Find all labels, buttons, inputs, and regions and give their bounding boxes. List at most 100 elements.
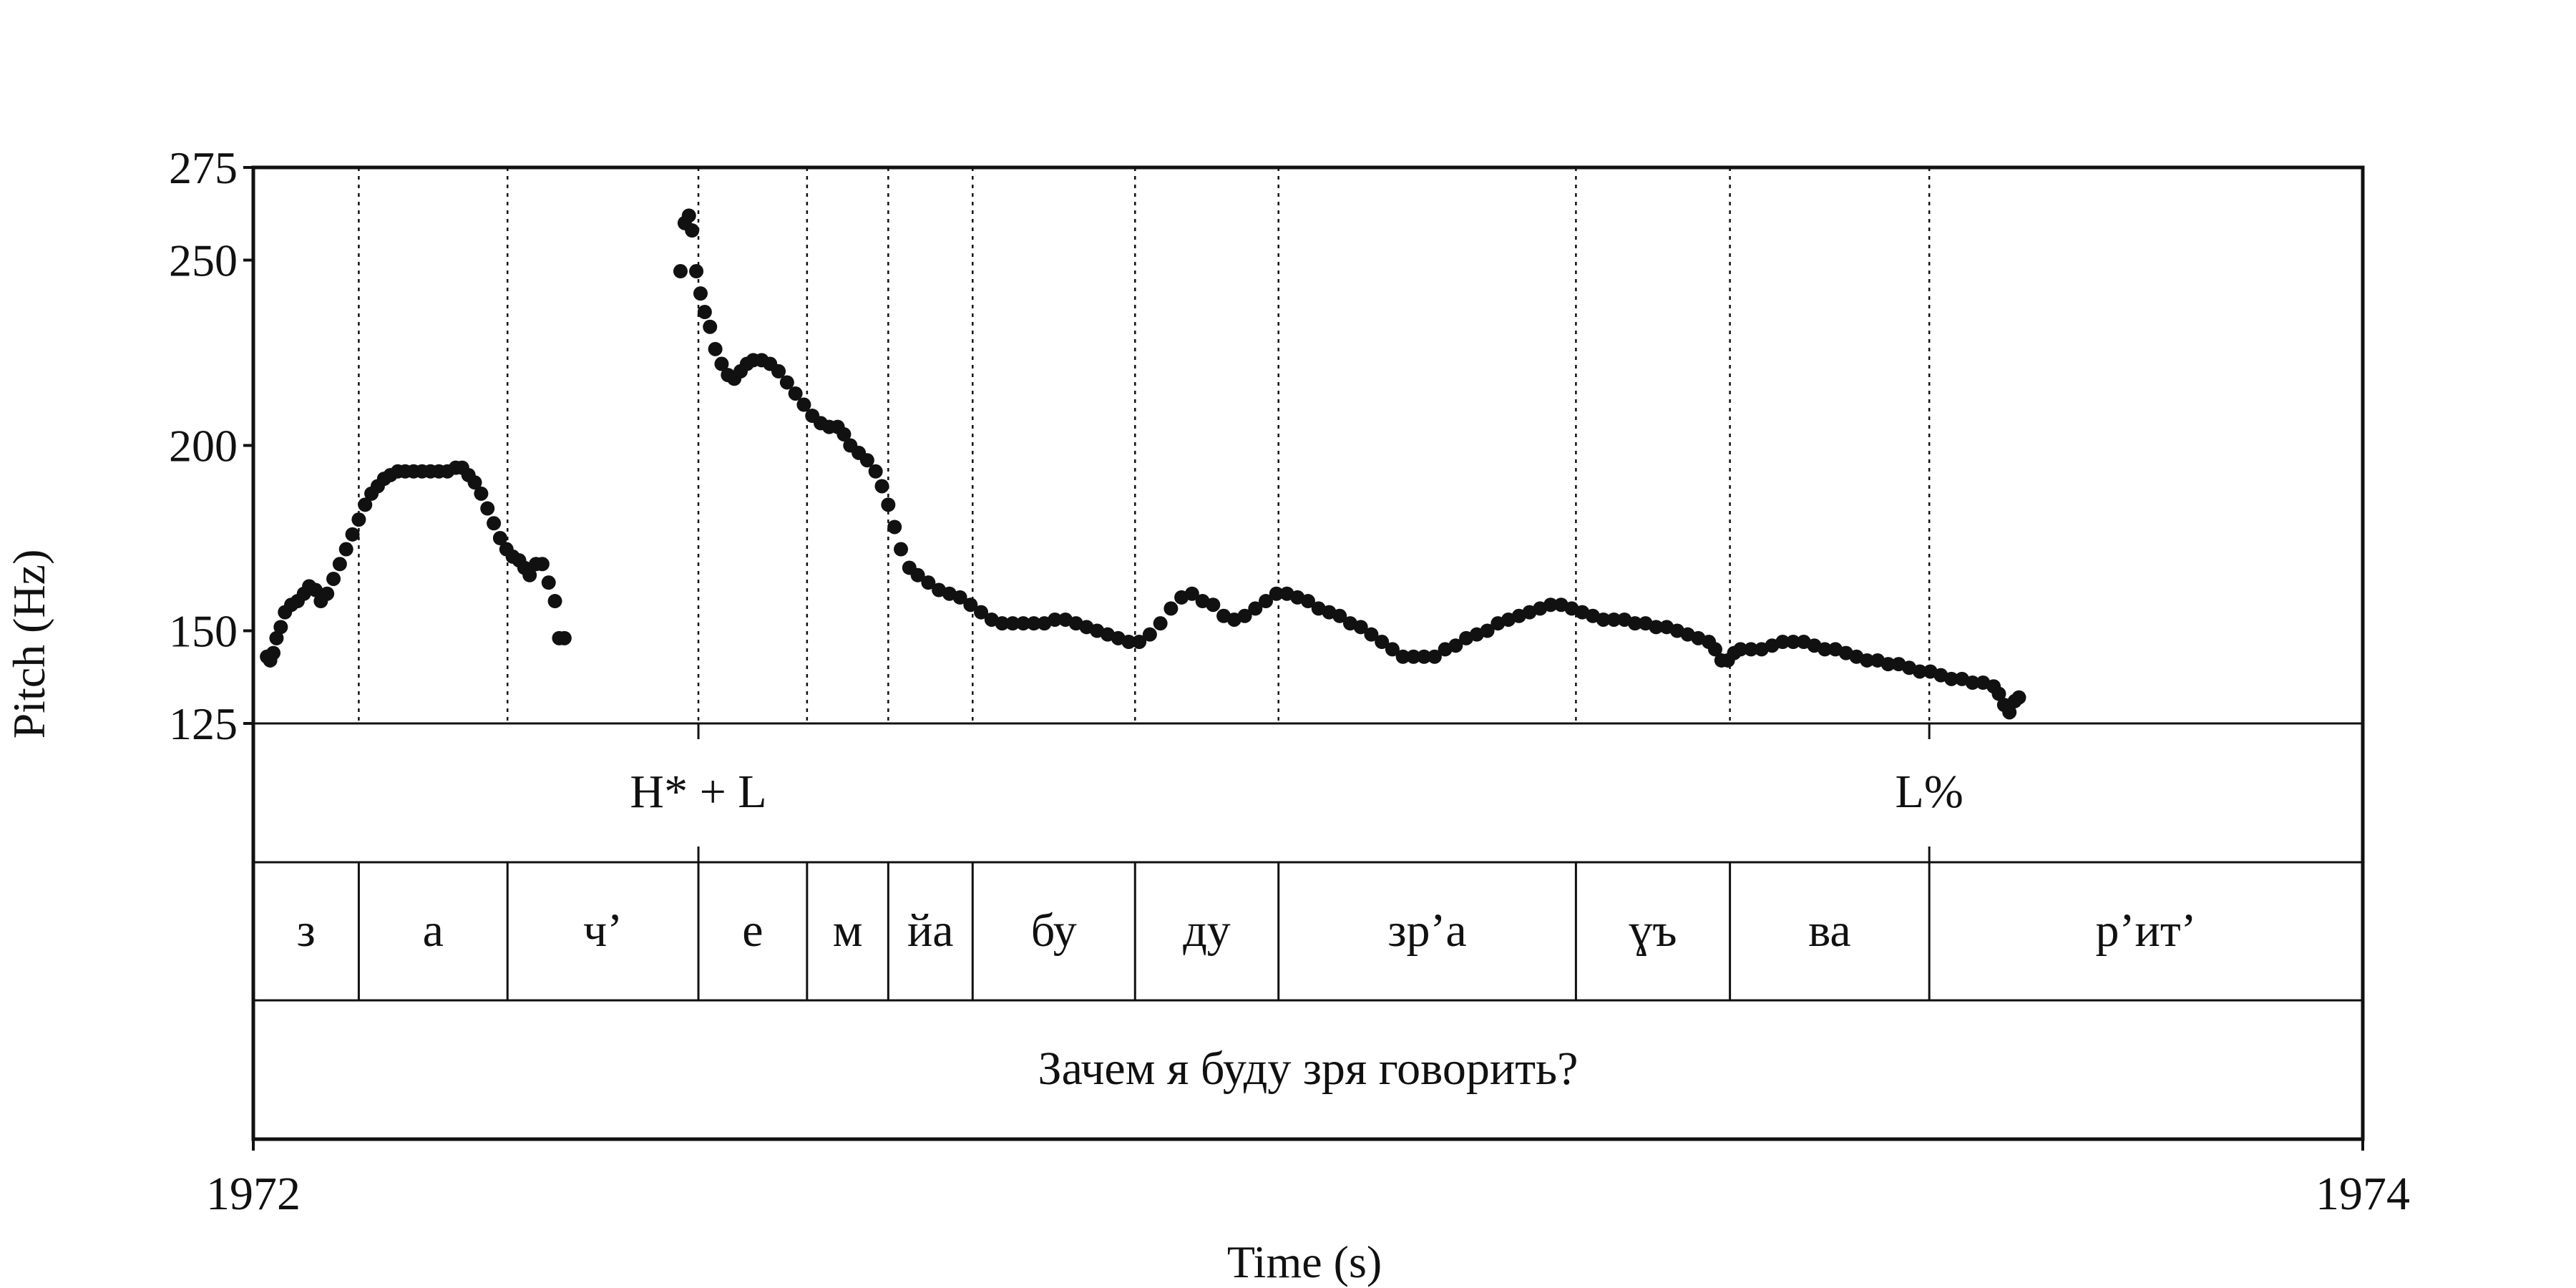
pitch-point [326,571,341,586]
pitch-point [2002,705,2017,720]
pitch-point [1406,649,1421,664]
pitch-point [1364,627,1379,642]
pitch-point [1259,594,1274,609]
syllable-label: м [833,904,863,957]
pitch-point [995,616,1010,631]
pitch-point [1991,686,2006,701]
pitch-point [1353,620,1368,635]
syllable-label: ɣъ [1629,904,1677,957]
pitch-point [1818,642,1833,657]
pitch-point [269,630,284,645]
pitch-point [697,305,712,320]
x-axis-label: Time (s) [1227,1236,1382,1287]
pitch-point [1269,586,1284,601]
pitch-point [693,286,708,301]
pitch-point [1649,620,1664,635]
pitch-point [1005,616,1020,631]
pitch-point [1606,612,1621,627]
syllable-label: з [297,904,316,957]
y-tick-label: 275 [169,142,238,193]
pitch-point [673,264,688,279]
pitch-point [557,630,572,645]
pitch-point [874,479,889,494]
y-tick-label: 200 [169,421,238,472]
syllable-label: ду [1183,904,1231,957]
syllable-label: бу [1031,904,1077,957]
pitch-point [921,575,936,590]
pitch-point [1332,608,1347,623]
y-tick-label: 250 [169,235,238,286]
pitch-point [1385,642,1400,657]
tone-label: H* + L [630,766,766,818]
pitch-point [952,590,967,605]
pitch-point [1860,653,1875,668]
pitch-point [894,542,909,557]
pitch-point [1707,642,1722,657]
pitch-point [788,386,803,401]
pitch-point [1184,586,1199,601]
pitch-point [467,475,482,490]
syllable-label: йа [907,904,954,957]
syllable-label: а [423,904,444,957]
pitch-point [1237,608,1252,623]
y-axis: 125 150 200 250 275 [169,142,253,749]
pitch-point [1775,635,1790,650]
pitch-point [779,375,794,390]
tone-label: L% [1896,766,1963,818]
plot-border [251,165,2365,1141]
pitch-point [1121,635,1136,650]
pitch-point [1026,616,1041,631]
pitch-point [358,497,373,512]
pitch-point [338,542,353,557]
pitch-point [1480,623,1495,638]
pitch-point [320,586,335,601]
pitch-point [910,567,925,582]
pitch-point [859,453,874,468]
pitch-point [1427,649,1442,664]
pitch-point [881,497,896,512]
pitch-point [480,501,495,516]
y-axis-label: Pitch (Hz) [4,550,54,739]
pitch-point [2011,690,2026,705]
pitch-point [771,364,786,379]
pitch-point [887,519,902,535]
pitch-point [708,341,723,356]
syllable-label: ва [1808,904,1851,957]
pitch-point [974,605,989,620]
x-tick-label: 1974 [2316,1168,2410,1220]
plot-frame [251,165,2365,1141]
pitch-point [1417,649,1432,664]
syllable-label: зр’а [1387,904,1466,957]
pitch-point [1627,616,1642,631]
syllable-label: е [742,904,763,957]
pitch-point [541,575,556,590]
pitch-point [681,208,696,223]
pitch-point [1448,638,1463,653]
pitch-point [1965,675,1980,691]
pitch-point [266,645,281,660]
pitch-point [689,264,704,279]
pitch-point [1153,616,1168,631]
annotation-tiers: H* + L L% з а ч’ е м йа бу ду зр’а ɣъ ва р’ит’ Зачем я… [297,723,2197,1095]
pitch-point [1733,642,1748,657]
pitch-point [1786,635,1801,650]
pitch-point [796,397,811,412]
pitch-point [332,557,347,572]
x-tick-label: 1972 [206,1168,301,1220]
pitch-point [1163,601,1179,616]
syllable-label: р’ит’ [2096,904,2197,957]
pitch-point [1048,612,1063,627]
y-tick-label: 125 [169,698,238,749]
pitch-point [547,594,562,609]
syllable-label: ч’ [583,904,623,957]
pitch-point [1301,594,1315,609]
pitch-point [714,356,729,371]
pitch-point [308,582,323,597]
pitch-point [487,516,502,531]
pitch-point [1880,657,1896,672]
pitch-point [522,567,537,582]
pitch-point [345,527,360,542]
sentence-label: Зачем я буду зря говорить? [1038,1043,1579,1095]
pitch-points [260,208,2026,720]
